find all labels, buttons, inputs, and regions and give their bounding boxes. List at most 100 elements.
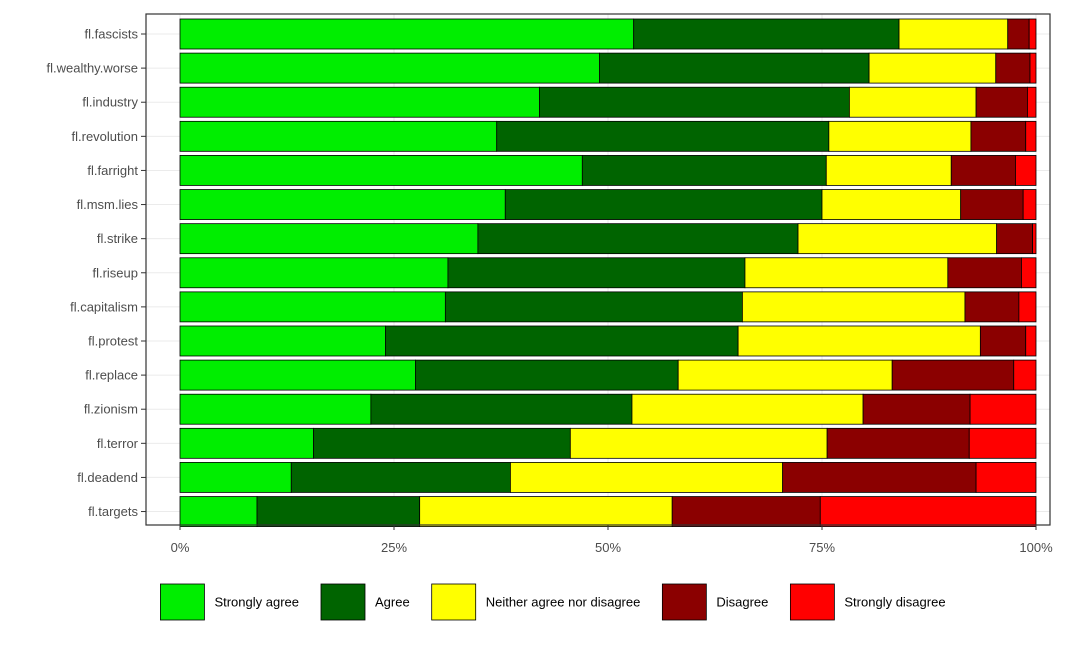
y-tick-label: fl.riseup bbox=[92, 265, 138, 280]
y-axis: fl.fascists fl.wealthy.worse fl.industry fl… bbox=[46, 27, 146, 519]
bar-segment bbox=[370, 393, 633, 425]
y-tick-label: fl.industry bbox=[82, 95, 138, 110]
bar-segment bbox=[960, 189, 1024, 220]
bar-segment bbox=[179, 86, 540, 118]
bar-segment bbox=[179, 325, 386, 357]
bar-segment bbox=[179, 359, 416, 391]
bar-segment bbox=[419, 496, 673, 527]
bar-segment bbox=[504, 189, 823, 220]
bar-segment bbox=[179, 189, 506, 220]
x-tick-label: 0% bbox=[171, 540, 190, 555]
bar-row-fl-industry bbox=[179, 86, 1037, 118]
legend-item: Agree bbox=[320, 583, 410, 621]
y-tick-label: fl.replace bbox=[85, 368, 138, 383]
bar-segment bbox=[1025, 325, 1037, 357]
bar-row-fl-wealthy-worse bbox=[179, 52, 1037, 84]
legend-label: Agree bbox=[375, 595, 410, 610]
bar-segment bbox=[964, 291, 1020, 323]
bar-segment bbox=[782, 462, 977, 493]
bar-segment bbox=[671, 496, 821, 527]
bar-segment bbox=[975, 86, 1028, 118]
bar-row-fl-msm-lies bbox=[179, 189, 1037, 220]
bar-segment bbox=[179, 496, 258, 527]
bar-segment bbox=[179, 462, 292, 493]
legend-item: Strongly disagree bbox=[789, 583, 946, 621]
bar-segment bbox=[1007, 18, 1030, 50]
bar-row-fl-targets bbox=[179, 496, 1037, 527]
panel-border bbox=[145, 13, 1051, 526]
bar-row-fl-terror bbox=[179, 427, 1037, 459]
legend-item: Neither agree nor disagree bbox=[431, 583, 640, 621]
bar-segment bbox=[599, 52, 870, 84]
bar-segment bbox=[797, 223, 998, 255]
legend: Strongly agree Agree Neither agree nor dis… bbox=[160, 583, 946, 621]
bar-segment bbox=[1018, 291, 1037, 323]
bar-segment bbox=[179, 18, 635, 50]
bar-segment bbox=[1029, 52, 1037, 84]
bar-segment bbox=[256, 496, 421, 527]
y-tick-label: fl.wealthy.worse bbox=[46, 61, 138, 76]
bar-row-fl-revolution bbox=[179, 120, 1037, 152]
bar-segment bbox=[947, 257, 1022, 289]
bar-row-fl-farright bbox=[179, 155, 1037, 186]
bar-segment bbox=[868, 52, 997, 84]
bar-segment bbox=[569, 427, 828, 459]
legend-key bbox=[320, 583, 366, 621]
bar-segment bbox=[510, 462, 784, 493]
bar-segment bbox=[741, 291, 966, 323]
bar-segment bbox=[950, 155, 1016, 186]
legend-key bbox=[160, 583, 205, 621]
bar-segment bbox=[969, 393, 1037, 425]
bar-segment bbox=[968, 427, 1037, 459]
bar-segment bbox=[979, 325, 1027, 357]
bar-row-fl-deadend bbox=[179, 462, 1037, 493]
bar-segment bbox=[1022, 189, 1037, 220]
bar-segment bbox=[477, 223, 799, 255]
bar-segment bbox=[539, 86, 850, 118]
bar-segment bbox=[633, 18, 900, 50]
bar-segment bbox=[1015, 155, 1037, 186]
legend-item: Strongly agree bbox=[160, 583, 299, 621]
bar-segment bbox=[631, 393, 864, 425]
bar-row-fl-protest bbox=[179, 325, 1037, 357]
legend-label: Strongly agree bbox=[214, 595, 299, 610]
bar-segment bbox=[825, 155, 952, 186]
bar-segment bbox=[1013, 359, 1037, 391]
bar-segment bbox=[179, 427, 314, 459]
bar-segment bbox=[862, 393, 971, 425]
bar-segment bbox=[1025, 120, 1037, 152]
bar-segment bbox=[996, 223, 1033, 255]
bar-row-fl-capitalism bbox=[179, 291, 1037, 323]
x-tick-label: 25% bbox=[381, 540, 407, 555]
bar-segment bbox=[1027, 86, 1037, 118]
bar-segment bbox=[1032, 223, 1037, 255]
bar-segment bbox=[385, 325, 739, 357]
bar-segment bbox=[821, 189, 962, 220]
x-tick-label: 100% bbox=[1019, 540, 1053, 555]
bar-segment bbox=[975, 462, 1037, 493]
y-tick-label: fl.zionism bbox=[84, 402, 138, 417]
bar-segment bbox=[179, 52, 600, 84]
bar-row-fl-fascists bbox=[179, 18, 1037, 50]
bar-segment bbox=[581, 155, 827, 186]
bar-segment bbox=[179, 155, 583, 186]
bar-segment bbox=[290, 462, 511, 493]
bar-segment bbox=[848, 86, 977, 118]
bar-segment bbox=[819, 496, 1037, 527]
bars bbox=[179, 18, 1037, 527]
bar-segment bbox=[496, 120, 830, 152]
bar-segment bbox=[737, 325, 981, 357]
bar-segment bbox=[1021, 257, 1037, 289]
bar-segment bbox=[898, 18, 1009, 50]
bar-row-fl-zionism bbox=[179, 393, 1037, 425]
bar-segment bbox=[179, 120, 498, 152]
y-tick-label: fl.deadend bbox=[77, 470, 138, 485]
bar-segment bbox=[677, 359, 893, 391]
bar-segment bbox=[744, 257, 949, 289]
bar-segment bbox=[970, 120, 1027, 152]
bar-segment bbox=[891, 359, 1015, 391]
bar-segment bbox=[828, 120, 972, 152]
legend-key bbox=[661, 583, 707, 621]
